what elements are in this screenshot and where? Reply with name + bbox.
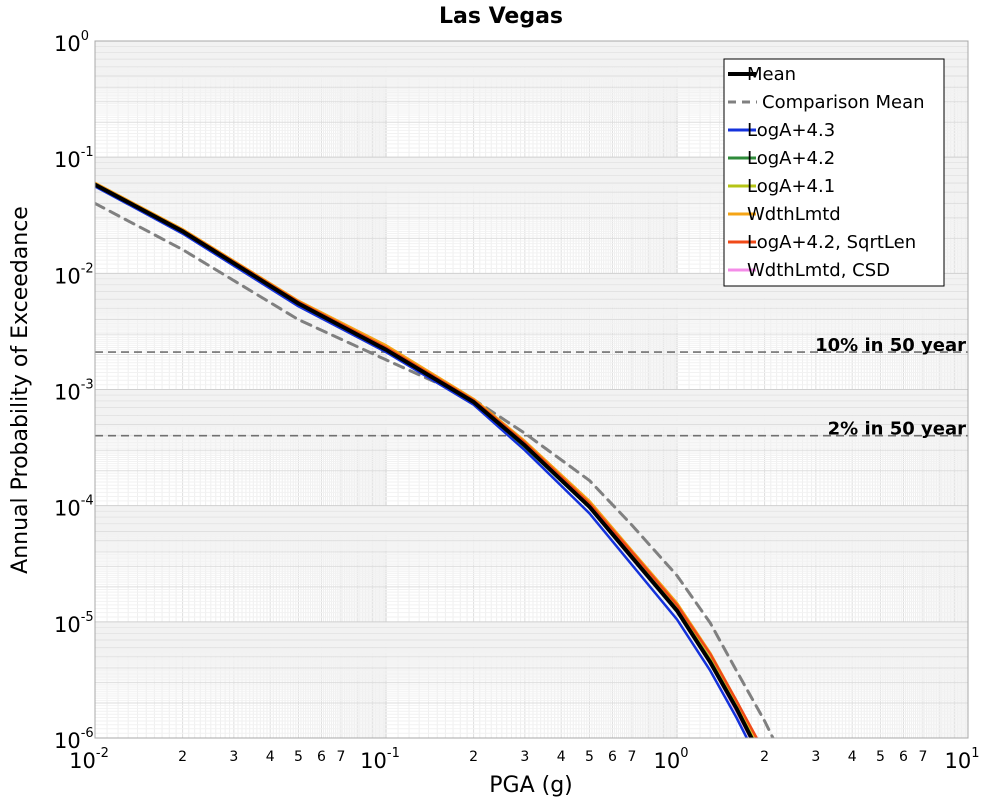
x-minor-tick-label: 5 [876,749,885,765]
series-line-mean [95,182,754,738]
y-tick-label: 100 [54,29,89,56]
legend-label: LogA+4.2 [747,148,835,169]
x-tick-label: 10-1 [360,746,400,773]
series-line-comparison-mean [95,201,775,738]
x-minor-tick-label: 5 [294,749,303,765]
x-minor-tick-label: 7 [627,749,636,765]
x-minor-tick-label: 3 [520,749,529,765]
x-minor-tick-label: 6 [317,749,326,765]
y-axis-label: Annual Probability of Exceedance [8,206,33,574]
x-minor-tick-label: 4 [266,749,275,765]
x-minor-tick-label: 7 [336,749,345,765]
legend-label: WdthLmtd [747,204,841,225]
legend-box [723,58,945,287]
legend-label: LogA+4.1 [747,176,835,197]
x-minor-tick-label: 4 [848,749,857,765]
reference-line-label: 2% in 50 year [828,419,966,440]
x-tick-label: 100 [653,746,688,773]
legend-label: LogA+4.3 [747,120,835,141]
series-line-loga-4-3 [95,185,749,738]
x-minor-tick-label: 3 [229,749,238,765]
reference-lines: 10% in 50 year 2% in 50 year [95,335,968,440]
legend-label: LogA+4.2, SqrtLen [747,232,916,253]
x-axis-label: PGA (g) [489,773,573,798]
x-minor-tick-label: 5 [585,749,594,765]
legend-label: Comparison Mean [762,92,925,113]
x-minor-tick-label: 6 [608,749,617,765]
x-minor-tick-label: 4 [557,749,566,765]
x-minor-tick-label: 2 [760,749,769,765]
y-tick-label: 10-6 [54,726,94,753]
y-tick-label: 10-2 [54,261,94,288]
y-tick-label: 10-3 [54,378,94,405]
y-tick-label: 10-4 [54,494,94,521]
chart-title: Las Vegas [439,4,563,29]
legend-label: WdthLmtd, CSD [747,260,890,281]
y-tick-label: 10-1 [54,145,94,172]
x-minor-tick-label: 6 [899,749,908,765]
x-tick-label: 101 [944,746,979,773]
x-tick-label: 10-2 [69,746,109,773]
x-minor-tick-label: 7 [918,749,927,765]
x-minor-tick-label: 3 [811,749,820,765]
x-minor-tick-label: 2 [178,749,187,765]
legend: Mean Comparison Mean LogA+4.3 LogA+4.2 LogA+… [723,58,945,287]
series-lines [95,181,775,738]
y-tick-label: 10-5 [54,610,94,637]
reference-line-label: 10% in 50 year [815,335,966,356]
plot-frame [94,40,969,739]
legend-label: Mean [747,64,796,85]
x-minor-tick-label: 2 [469,749,478,765]
